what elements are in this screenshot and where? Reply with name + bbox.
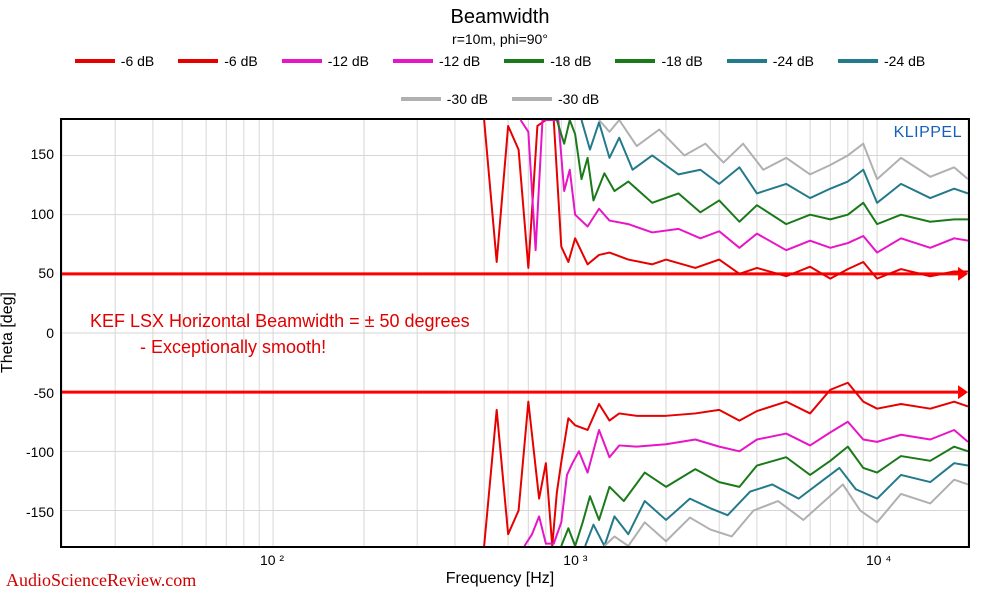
legend-swatch bbox=[401, 97, 441, 101]
legend-item: -6 dB bbox=[75, 53, 154, 69]
legend-label: -12 dB bbox=[328, 53, 369, 69]
legend-label: -18 dB bbox=[550, 53, 591, 69]
legend-item: -18 dB bbox=[504, 53, 591, 69]
y-tick-label: 50 bbox=[14, 265, 54, 281]
legend-item: -12 dB bbox=[393, 53, 480, 69]
legend-item: -12 dB bbox=[282, 53, 369, 69]
y-tick-label: 100 bbox=[14, 206, 54, 222]
x-tick-label: 10 ⁴ bbox=[866, 552, 891, 568]
plot-area: KLIPPEL KEF LSX Horizontal Beamwidth = ±… bbox=[60, 118, 970, 548]
legend-label: -12 dB bbox=[439, 53, 480, 69]
annotation-line-2: - Exceptionally smooth! bbox=[140, 337, 326, 358]
y-tick-label: -150 bbox=[14, 504, 54, 520]
annotation-line-1: KEF LSX Horizontal Beamwidth = ± 50 degr… bbox=[90, 311, 470, 332]
legend-swatch bbox=[393, 59, 433, 63]
legend-label: -24 dB bbox=[773, 53, 814, 69]
legend-swatch bbox=[504, 59, 544, 63]
legend-item: -30 dB bbox=[401, 91, 488, 107]
y-tick-label: 150 bbox=[14, 146, 54, 162]
x-tick-label: 10 ² bbox=[260, 552, 284, 568]
legend-swatch bbox=[75, 59, 115, 63]
legend-swatch bbox=[727, 59, 767, 63]
legend-swatch bbox=[282, 59, 322, 63]
legend: -6 dB -6 dB -12 dB -12 dB -18 dB -18 dB -24 dB… bbox=[0, 47, 1000, 109]
legend-swatch bbox=[178, 59, 218, 63]
legend-item: -30 dB bbox=[512, 91, 599, 107]
watermark: AudioScienceReview.com bbox=[6, 570, 196, 591]
legend-swatch bbox=[615, 59, 655, 63]
legend-swatch bbox=[512, 97, 552, 101]
legend-label: -6 dB bbox=[224, 53, 257, 69]
x-tick-label: 10 ³ bbox=[563, 552, 587, 568]
chart-subtitle: r=10m, phi=90° bbox=[0, 29, 1000, 47]
chart-container: Beamwidth r=10m, phi=90° -6 dB -6 dB -12 d… bbox=[0, 0, 1000, 600]
legend-item: -24 dB bbox=[838, 53, 925, 69]
y-tick-label: -100 bbox=[14, 444, 54, 460]
legend-item: -18 dB bbox=[615, 53, 702, 69]
legend-item: -24 dB bbox=[727, 53, 814, 69]
legend-label: -24 dB bbox=[884, 53, 925, 69]
chart-title: Beamwidth bbox=[0, 0, 1000, 29]
y-tick-label: -50 bbox=[14, 385, 54, 401]
legend-label: -30 dB bbox=[447, 91, 488, 107]
y-tick-label: 0 bbox=[14, 325, 54, 341]
legend-label: -6 dB bbox=[121, 53, 154, 69]
legend-label: -18 dB bbox=[661, 53, 702, 69]
legend-label: -30 dB bbox=[558, 91, 599, 107]
legend-swatch bbox=[838, 59, 878, 63]
klippel-label: KLIPPEL bbox=[894, 124, 962, 142]
legend-item: -6 dB bbox=[178, 53, 257, 69]
plot-svg bbox=[62, 120, 968, 546]
